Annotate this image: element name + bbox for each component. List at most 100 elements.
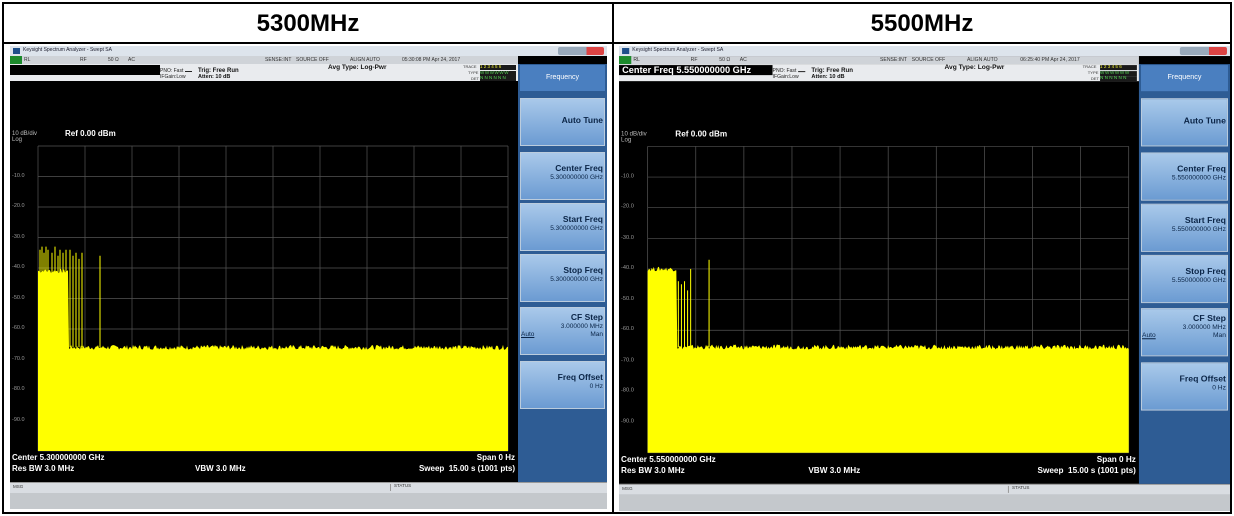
y-label: -20.0 [12, 203, 25, 209]
app-icon [622, 48, 630, 55]
softkey-label: CF Step [1193, 313, 1226, 324]
softkey[interactable] [1140, 308, 1228, 357]
softkey[interactable] [1140, 362, 1228, 411]
softkey-label: CF Step [570, 312, 603, 322]
y-label: -10.0 [12, 172, 25, 179]
softkey-value: 5.300000000 GHz [550, 276, 603, 283]
window-title: Keysight Spectrum Analyzer - Swept SA [632, 47, 724, 54]
softkey-label: Stop Freq [563, 265, 603, 275]
trace-dets: N N N N N N [480, 75, 516, 81]
trace-label: TRACE [1082, 64, 1097, 70]
panel-title: 5500MHz [870, 10, 974, 37]
arrow [185, 71, 192, 72]
trace-types: WWWWWW [480, 70, 516, 76]
softkey[interactable] [520, 152, 605, 200]
softkey[interactable] [520, 307, 605, 355]
y-label: -90.0 [621, 418, 634, 425]
right-head-cell [612, 2, 1232, 44]
y-label: -90.0 [12, 416, 25, 423]
y-label: -20.0 [621, 203, 634, 210]
bottom-bar [619, 494, 1231, 511]
softkey-label: Stop Freq [1185, 265, 1226, 276]
softkey-label: Center Freq [1177, 163, 1226, 174]
setting: Avg Type: Log-Pwr [328, 64, 387, 71]
footer-text: Span 0 Hz [1096, 454, 1136, 464]
bottom-bar [10, 493, 607, 509]
menu-title: Frequency [1140, 65, 1228, 92]
setting: Atten: 10 dB [811, 74, 845, 81]
footer-text: Center 5.300000000 GHz [12, 453, 105, 462]
analyzer-screen: Keysight Spectrum Analyzer - Swept SA RL R… [619, 46, 1231, 511]
softkey-value: 5.550000000 GHz [1171, 225, 1226, 233]
status-item: 50 Ω [719, 56, 731, 63]
log-label: Log [621, 137, 632, 144]
footer-text: VBW 3.0 MHz [195, 464, 246, 473]
status-item: 05:30:08 PM Apr 24, 2017 [402, 56, 461, 63]
trace-label: DET [471, 76, 479, 81]
trace-types: WWWWWW [1100, 70, 1137, 76]
status-label: STATUS [390, 483, 434, 491]
softkey[interactable] [1140, 98, 1228, 147]
graph [647, 146, 1130, 454]
msg-bar [619, 483, 1231, 495]
status-item: AC [128, 56, 135, 63]
softkey-label: Center Freq [555, 163, 603, 173]
setting: PNO: Fast [772, 68, 797, 75]
y-label: -60.0 [12, 325, 25, 331]
footer-text: Sweep 15.00 s (1001 pts) [1037, 465, 1136, 475]
footer-text: Span 0 Hz [476, 453, 515, 462]
footer-text: Center 5.550000000 GHz [621, 454, 716, 464]
softkey[interactable] [520, 254, 605, 302]
analyzer-screen: Keysight Spectrum Analyzer - Swept SA RL R… [10, 46, 607, 509]
softkey-label: Start Freq [562, 214, 603, 224]
ref-level: Ref 0.00 dBm [65, 129, 116, 138]
trace-label: TRACE [463, 64, 477, 69]
setting: PNO: Fast [160, 68, 184, 74]
softkey-label: Auto Tune [1183, 115, 1226, 126]
window-title: Keysight Spectrum Analyzer - Swept SA [23, 47, 112, 53]
rl-box [10, 56, 22, 64]
trace-label: TYPE [468, 70, 479, 75]
trace-fill [647, 266, 1129, 453]
y-label: -30.0 [621, 234, 634, 241]
softkey[interactable] [520, 98, 605, 146]
status-item: RL [633, 56, 640, 63]
footer-text: VBW 3.0 MHz [808, 465, 861, 475]
app-icon [13, 48, 20, 54]
softkey-auto: Auto [1142, 332, 1156, 340]
menu-title: Frequency [520, 65, 605, 91]
status-item: SENSE:INT [265, 56, 292, 63]
softkey[interactable] [1140, 254, 1228, 304]
status-label: STATUS [1007, 485, 1053, 493]
softkey-man: Man [590, 331, 603, 338]
footer-text: Res BW 3.0 MHz [621, 465, 685, 475]
y-label: -70.0 [12, 355, 25, 362]
softkey-label: Freq Offset [557, 372, 603, 382]
status-item: SOURCE OFF [911, 56, 946, 63]
status-item: AC [739, 56, 747, 63]
status-item: RF [80, 56, 87, 63]
y-label: -40.0 [621, 264, 634, 271]
softkey-value: 5.300000000 GHz [550, 225, 603, 232]
setting: IFGain:Low [772, 74, 799, 81]
setting: IFGain:Low [160, 74, 186, 80]
softkey-value: 0 Hz [1212, 384, 1226, 392]
setting: Atten: 10 dB [198, 74, 231, 80]
softkey-value: 3.000000 MHz [1182, 324, 1226, 332]
softkey[interactable] [520, 361, 605, 409]
active-function: Center Freq 5.550000000 GHz [619, 65, 773, 76]
softkey-auto: Auto [521, 331, 535, 338]
setting: Trig: Free Run [198, 68, 239, 74]
setting: Trig: Free Run [811, 68, 854, 75]
softkey-label: Freq Offset [1179, 373, 1226, 384]
trace-fill [38, 268, 508, 451]
msg: MSG [13, 484, 24, 489]
softkey[interactable] [1140, 152, 1228, 201]
window-buttons [558, 47, 604, 55]
y-label: -60.0 [621, 326, 634, 333]
y-label: -50.0 [12, 294, 25, 301]
softkey[interactable] [520, 203, 605, 251]
scale-label: 10 dB/div [621, 131, 647, 138]
softkey[interactable] [1140, 203, 1228, 252]
status-item: RF [690, 56, 698, 63]
